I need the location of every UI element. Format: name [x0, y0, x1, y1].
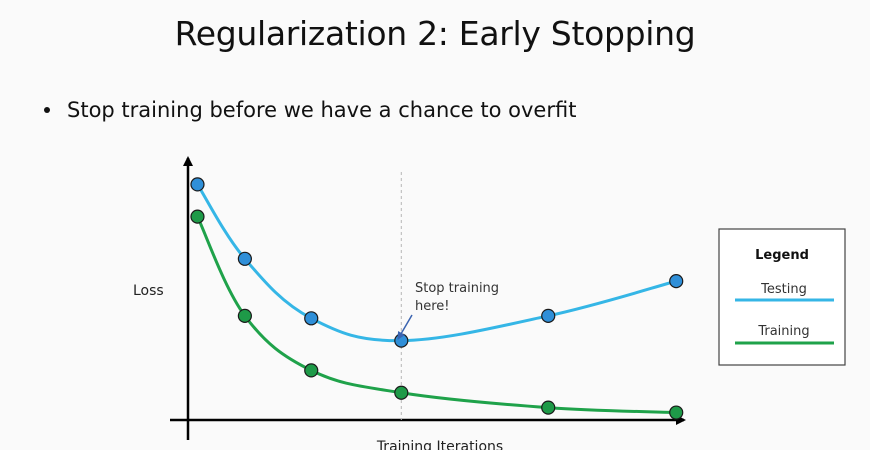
legend: Legend Testing Training: [718, 228, 846, 366]
testing-point-2: [237, 251, 252, 266]
stop-annotation-line1: Stop training: [415, 281, 499, 296]
stop-annotation-line2: here!: [415, 299, 450, 314]
series-line-training: [196, 215, 677, 415]
training-point-1: [190, 209, 205, 224]
testing-point-1: [190, 177, 205, 192]
testing-point-3: [304, 311, 319, 326]
testing-point-5: [541, 308, 556, 323]
bullet-dot: [44, 107, 50, 113]
x-axis-label: Training Iterations: [376, 439, 503, 450]
annotation-arrow: [397, 314, 413, 340]
training-point-3: [304, 363, 319, 378]
training-point-6: [669, 405, 684, 420]
series-line-testing: [196, 183, 677, 343]
legend-title: Legend: [755, 248, 809, 263]
slide-title: Regularization 2: Early Stopping: [174, 14, 696, 53]
y-axis-label: Loss: [133, 283, 164, 299]
training-points: [190, 209, 684, 420]
bullet-item: Stop training before we have a chance to…: [44, 98, 576, 122]
testing-points: [190, 177, 684, 348]
training-point-5: [541, 400, 556, 415]
legend-label-training: Training: [757, 324, 809, 339]
training-point-2: [237, 308, 252, 323]
legend-label-testing: Testing: [760, 282, 807, 297]
testing-point-4: [394, 333, 409, 348]
testing-point-6: [669, 274, 684, 289]
training-point-4: [394, 385, 409, 400]
bullet-text: Stop training before we have a chance to…: [67, 98, 577, 122]
